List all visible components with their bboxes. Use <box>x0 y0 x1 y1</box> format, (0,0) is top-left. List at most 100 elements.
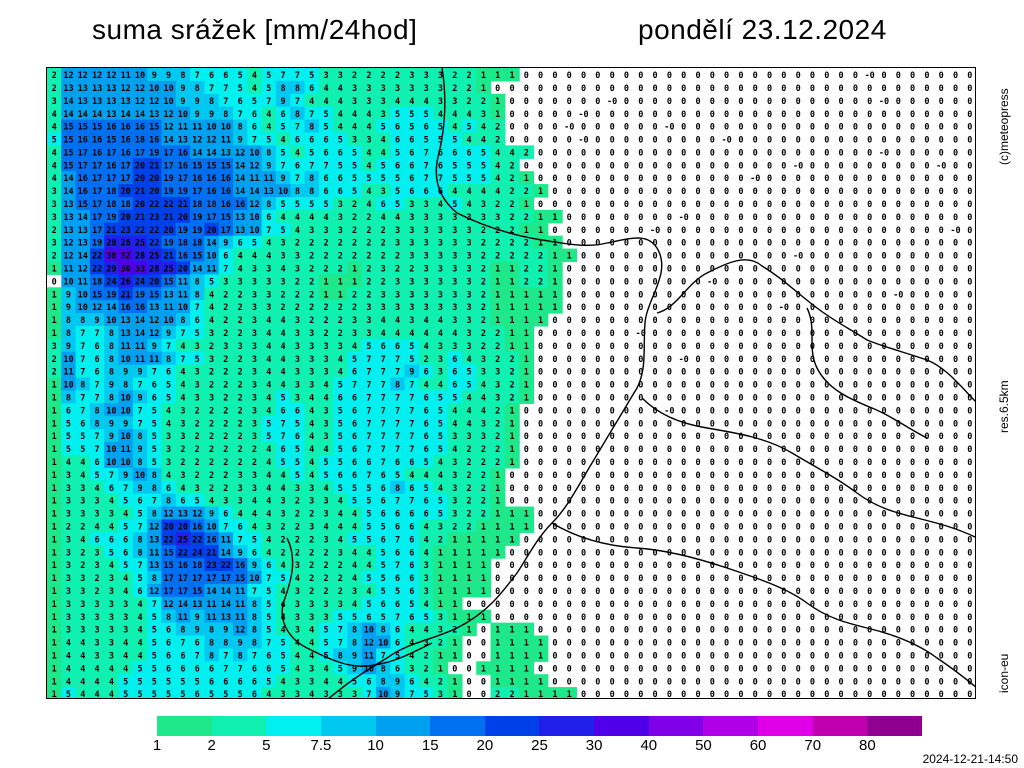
precip-value: 7 <box>366 445 371 455</box>
precip-value: 0 <box>867 394 872 404</box>
precip-value: 6 <box>352 432 357 442</box>
precip-value: 6 <box>223 252 228 262</box>
precip-value: 0 <box>839 239 844 249</box>
precip-value: 4 <box>366 561 371 571</box>
precip-value: 0 <box>767 432 772 442</box>
precip-value: 0 <box>767 522 772 532</box>
precip-value: 0 <box>710 677 715 687</box>
precip-value: 0 <box>867 97 872 107</box>
precip-value: 0 <box>695 97 700 107</box>
precip-value: 7 <box>409 419 414 429</box>
precipitation-map: 2 12 12 12 12 11 10 9 9 8 7 6 6 5 4 5 7 7 5 3 3 2 2 2 2 3 3 3 2 2 1 1 1 0… <box>46 67 976 699</box>
precip-value: 0 <box>538 97 543 107</box>
precip-value: 3 <box>266 265 271 275</box>
precip-cell <box>447 68 463 82</box>
precip-value: 12 <box>249 161 259 171</box>
precip-value: 6 <box>467 148 472 158</box>
precip-value: 4 <box>323 522 328 532</box>
precip-value: 0 <box>767 84 772 94</box>
precip-value: 0 <box>839 445 844 455</box>
precip-value: 0 <box>867 613 872 623</box>
precip-value: 17 <box>163 148 173 158</box>
precip-value: 7 <box>80 394 85 404</box>
precip-value: 4 <box>66 664 71 674</box>
precip-value: 5 <box>338 432 343 442</box>
precip-value: 0 <box>810 355 815 365</box>
precip-value: 15 <box>235 574 245 584</box>
precip-value: 8 <box>180 316 185 326</box>
precip-value: 0 <box>695 148 700 158</box>
precip-value: 4 <box>424 522 429 532</box>
precip-value: 0 <box>624 342 629 352</box>
precip-value: 0 <box>924 394 929 404</box>
precip-value: 4 <box>281 626 286 636</box>
precip-value: 5 <box>381 123 386 133</box>
precip-value: 0 <box>896 664 901 674</box>
precip-value: 18 <box>92 277 102 287</box>
precip-value: 3 <box>66 471 71 481</box>
precip-value: 1 <box>524 316 529 326</box>
precip-value: 0 <box>924 84 929 94</box>
precip-cell <box>233 93 248 108</box>
precip-value: 0 <box>896 471 901 481</box>
precip-value: 4 <box>338 677 343 687</box>
precip-value: 0 <box>710 355 715 365</box>
precip-value: 8 <box>309 174 314 184</box>
precip-cell <box>304 132 320 146</box>
precip-value: 6 <box>252 110 257 120</box>
precip-value: 0 <box>953 200 958 210</box>
precip-cell <box>190 93 205 108</box>
precip-value: 0 <box>924 355 929 365</box>
precip-value: 0 <box>810 535 815 545</box>
precip-value: 0 <box>724 252 729 262</box>
precip-value: 13 <box>78 239 88 249</box>
precip-value: 5 <box>438 445 443 455</box>
precip-value: 0 <box>581 394 586 404</box>
precip-value: 2 <box>195 419 200 429</box>
precip-value: 0 <box>853 252 858 262</box>
precip-value: 7 <box>223 84 228 94</box>
precip-value: 0 <box>839 432 844 442</box>
precip-value: 0 <box>896 277 901 287</box>
precip-value: 0 <box>638 497 643 507</box>
precip-cell <box>118 93 134 108</box>
precip-value: 0 <box>867 651 872 661</box>
precip-value: 6 <box>95 368 100 378</box>
precip-value: 0 <box>681 432 686 442</box>
precip-value: 12 <box>235 148 245 158</box>
precip-value: 11 <box>249 174 259 184</box>
precip-value: 3 <box>481 110 486 120</box>
precip-cell <box>290 68 306 82</box>
precip-value: 0 <box>867 548 872 558</box>
precip-value: 0 <box>824 265 829 275</box>
precip-cell <box>318 93 334 108</box>
precip-value: 0 <box>681 600 686 610</box>
precip-value: 28 <box>121 239 131 249</box>
precip-value: 11 <box>235 600 245 610</box>
precip-value: 18 <box>178 239 188 249</box>
precip-value: 7 <box>295 97 300 107</box>
precip-value: 0 <box>753 97 758 107</box>
precip-value: 0 <box>681 239 686 249</box>
precip-value: 0 <box>567 445 572 455</box>
precip-value: 0 <box>839 226 844 236</box>
precip-value: 4 <box>137 651 142 661</box>
precip-value: 1 <box>509 419 514 429</box>
precip-value: 7 <box>238 110 243 120</box>
precip-value: 0 <box>581 252 586 262</box>
precip-value: 0 <box>824 329 829 339</box>
precip-value: 0 <box>910 677 915 687</box>
precip-value: 9 <box>395 690 400 699</box>
precip-value: 1 <box>509 316 514 326</box>
precip-value: 0 <box>753 406 758 416</box>
precip-value: 0 <box>796 561 801 571</box>
precip-value: 6 <box>409 484 414 494</box>
precip-value: 3 <box>409 213 414 223</box>
precip-value: 0 <box>853 316 858 326</box>
precip-value: 0 <box>538 432 543 442</box>
precip-value: 5 <box>409 123 414 133</box>
precip-value: 10 <box>135 71 145 81</box>
precip-value: 0 <box>824 484 829 494</box>
precip-value: 0 <box>953 110 958 120</box>
precip-value: 6 <box>409 161 414 171</box>
